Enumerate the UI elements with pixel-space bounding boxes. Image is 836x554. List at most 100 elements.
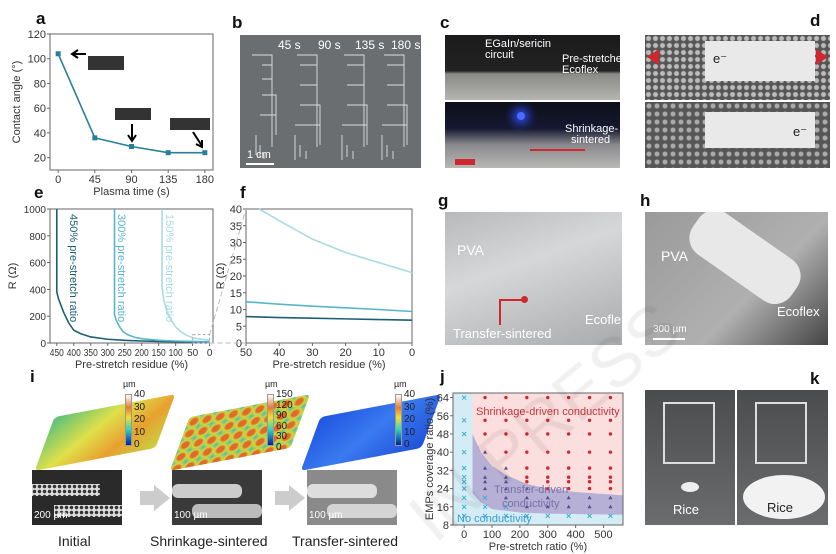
sem-transfer: 100 µm	[307, 470, 397, 525]
marker-transfer	[524, 504, 529, 509]
marker-transfer	[566, 504, 571, 509]
scale-bar-label: 100 µm	[174, 510, 208, 521]
marker-shrinkage	[608, 418, 613, 423]
chart-e: 450 400 350 300 250 200 150 100 50 00200400600800…	[7, 205, 214, 371]
x-tick-label: 200	[135, 348, 149, 359]
marker-shrinkage	[525, 480, 529, 484]
y-tick-label: 80	[34, 78, 46, 90]
marker-shrinkage	[525, 418, 529, 423]
marker-shrinkage	[546, 450, 550, 454]
marker-transfer	[566, 495, 571, 500]
marker-transfer	[483, 475, 488, 479]
label-pva: PVA	[661, 248, 688, 264]
marker-shrinkage	[566, 475, 571, 479]
marker-shrinkage	[587, 395, 592, 400]
y-tick-label: 20	[230, 271, 242, 283]
x-tick-label: 300	[539, 529, 557, 541]
marker-none	[461, 486, 467, 491]
arrow-right-icon	[289, 485, 305, 511]
data-point	[165, 150, 171, 156]
marker-shrinkage	[483, 432, 487, 436]
sem-particles-top: e⁻	[645, 35, 830, 100]
y-tick-label: 56	[437, 411, 449, 423]
x-tick-label: 500	[594, 529, 612, 541]
label-ecoflex: Ecoflex	[777, 304, 820, 319]
trace	[307, 484, 377, 498]
x-axis-label: Plasma time (s)	[93, 186, 169, 198]
marker-transfer	[524, 486, 529, 491]
marker-shrinkage	[587, 466, 592, 470]
marker-shrinkage	[587, 475, 592, 479]
marker-transfer	[483, 450, 488, 454]
plot-frame	[452, 392, 624, 526]
zoom-box	[192, 334, 211, 344]
label-transfer-sintered: Transfer-sintered	[453, 326, 552, 341]
label-pva: PVA	[457, 242, 484, 258]
x-tick-label: 0	[55, 174, 61, 186]
marker-none	[482, 504, 488, 510]
marker-shrinkage	[546, 466, 550, 470]
y-tick-label: 48	[437, 429, 449, 441]
label-rice: Rice	[767, 500, 794, 515]
y-tick-label: 200	[29, 312, 46, 323]
marker-shrinkage	[587, 418, 592, 423]
arrow-icon	[127, 124, 137, 143]
marker-none	[545, 513, 551, 519]
x-tick-label: 100	[169, 348, 183, 359]
x-tick-label: 40	[273, 347, 285, 359]
contact-angle-line	[57, 53, 205, 154]
panel-label-g: g	[438, 191, 449, 210]
marker-shrinkage	[608, 475, 613, 479]
marker-none	[482, 495, 488, 501]
marker-shrinkage	[566, 450, 571, 454]
x-tick-label: 0	[207, 348, 213, 359]
panel-label-h: h	[640, 191, 651, 210]
x-tick-label: 20	[339, 347, 351, 359]
x-tick-label: 10	[373, 347, 385, 359]
data-point	[202, 150, 208, 156]
marker-transfer	[503, 486, 508, 491]
marker-shrinkage	[587, 480, 592, 484]
series-line	[245, 300, 413, 313]
led-glow	[517, 112, 525, 120]
x-tick-label: 50	[187, 348, 199, 359]
scale-bar	[653, 338, 685, 340]
marker-shrinkage	[525, 395, 529, 400]
marker-shrinkage	[546, 480, 550, 484]
panel-label-f: f	[240, 183, 246, 202]
marker-none	[461, 513, 467, 519]
x-tick-label: 400	[67, 348, 81, 359]
pointer-line	[499, 299, 501, 325]
x-tick-label: 45	[89, 174, 101, 186]
panel-label-j: j	[440, 367, 445, 386]
circuit-photo-b: 45 s 90 s 135 s 180 s 1 cm	[240, 35, 421, 168]
series-label: 300% pre-stretch ratio	[115, 214, 127, 322]
scale-bar-label: 200 µm	[34, 510, 68, 521]
surface-initial	[34, 394, 176, 471]
panel-label-a: a	[36, 9, 46, 28]
x-tick-label: 135	[159, 174, 177, 186]
scale-bar-label: 300 µm	[653, 324, 687, 335]
y-tick-label: 16	[437, 502, 449, 514]
panel-label-e: e	[34, 183, 44, 202]
caption-initial: Initial	[58, 533, 91, 549]
y-tick-label: 35	[230, 221, 242, 233]
y-tick-label: 5	[236, 321, 242, 333]
colorbar-ticks: 40 30 20 10 0	[404, 389, 416, 450]
chart-j: 0 100 200 300 400 500816243240485664Pre-stret…	[424, 392, 624, 553]
pointer-dot	[521, 296, 528, 303]
region-label-transfer: Transfer-driven	[494, 484, 568, 496]
x-tick-label: 400	[566, 529, 584, 541]
y-tick-label: 10	[230, 305, 242, 317]
label-rice: Rice	[673, 502, 700, 517]
region-transfer	[472, 433, 623, 515]
marker-transfer	[524, 495, 529, 500]
unit-label: µm	[265, 379, 278, 389]
arrow-icon	[70, 49, 86, 59]
panel-label-d: d	[810, 11, 821, 30]
marker-shrinkage	[546, 475, 550, 479]
marker-shrinkage	[566, 466, 571, 470]
rice-photo-small: Rice	[645, 390, 735, 525]
region-label-shrinkage: Shrinkage-driven conductivity	[476, 406, 620, 418]
data-point	[129, 144, 134, 150]
